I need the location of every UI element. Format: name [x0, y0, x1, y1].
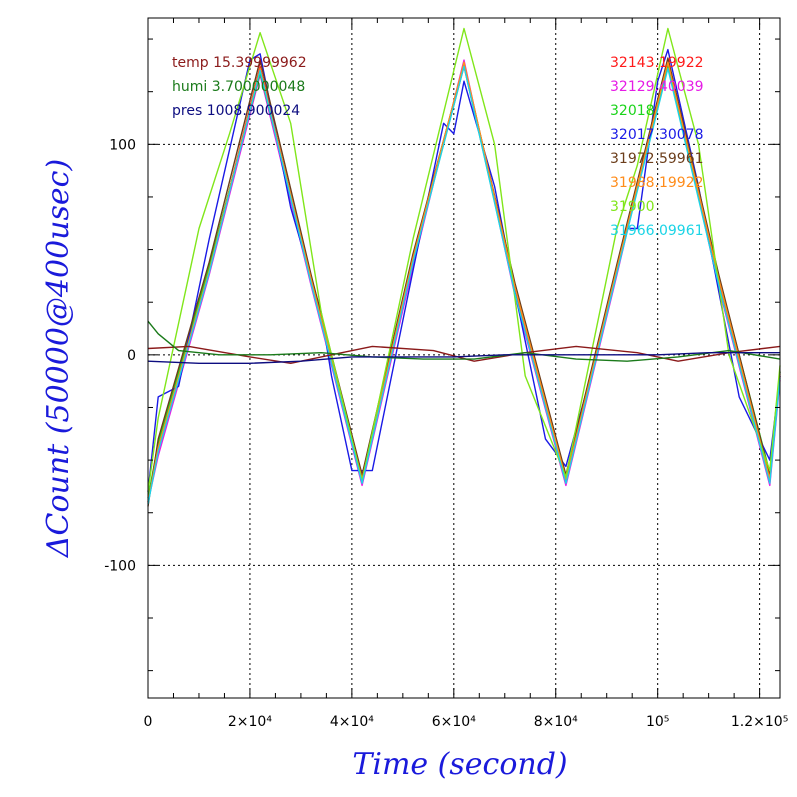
x-tick-label: 1.2×10⁵	[731, 714, 788, 730]
y-tick-label: 100	[109, 137, 136, 153]
legend-right-entry: 31966.09961	[610, 223, 704, 239]
x-tick-label: 0	[144, 714, 153, 730]
y-tick-labels: 100 0 -100	[104, 137, 136, 574]
legend-left-entry: humi 3.700000048	[172, 79, 305, 95]
legend-right-entry: 32018	[610, 103, 655, 119]
legend-right-entry: 31988.19922	[610, 175, 704, 191]
series-lines	[147, 27, 781, 507]
x-tick-label: 4×10⁴	[330, 714, 374, 730]
x-axis-title: Time (second)	[352, 747, 567, 782]
series-line-4	[147, 48, 781, 492]
x-tick-label: 10⁵	[646, 714, 669, 730]
y-axis-title: ΔCount (50000@400usec)	[41, 159, 76, 558]
series-line-11	[147, 352, 780, 364]
legend-left: temp 15.39999962 humi 3.700000048 pres 100…	[172, 55, 307, 119]
legend-right-entry: 32017.30078	[610, 127, 704, 143]
legend-right-entry: 32129.40039	[610, 79, 704, 95]
x-tick-label: 2×10⁴	[228, 714, 272, 730]
legend-left-entry: temp 15.39999962	[172, 55, 307, 71]
legend-right-entry: 31900	[610, 199, 655, 215]
axis-ticks	[147, 18, 780, 698]
y-tick-label: -100	[104, 558, 136, 574]
x-tick-label: 8×10⁴	[534, 714, 578, 730]
series-line-8	[147, 65, 781, 505]
plot-frame	[147, 17, 781, 699]
legend-right: 32143.19922 32129.40039 32018 32017.30078 31…	[610, 55, 704, 239]
legend-left-entry: pres 1008.900024	[172, 103, 300, 119]
legend-right-entry: 31972.59961	[610, 151, 704, 167]
y-tick-label: 0	[127, 348, 136, 364]
series-line-9	[147, 345, 781, 364]
x-tick-labels: 0 2×10⁴ 4×10⁴ 6×10⁴ 8×10⁴ 10⁵ 1.2×10⁵	[144, 714, 789, 730]
series-line-10	[147, 320, 781, 362]
x-tick-label: 6×10⁴	[432, 714, 476, 730]
legend-right-entry: 32143.19922	[610, 55, 704, 71]
series-line-7	[147, 27, 781, 492]
